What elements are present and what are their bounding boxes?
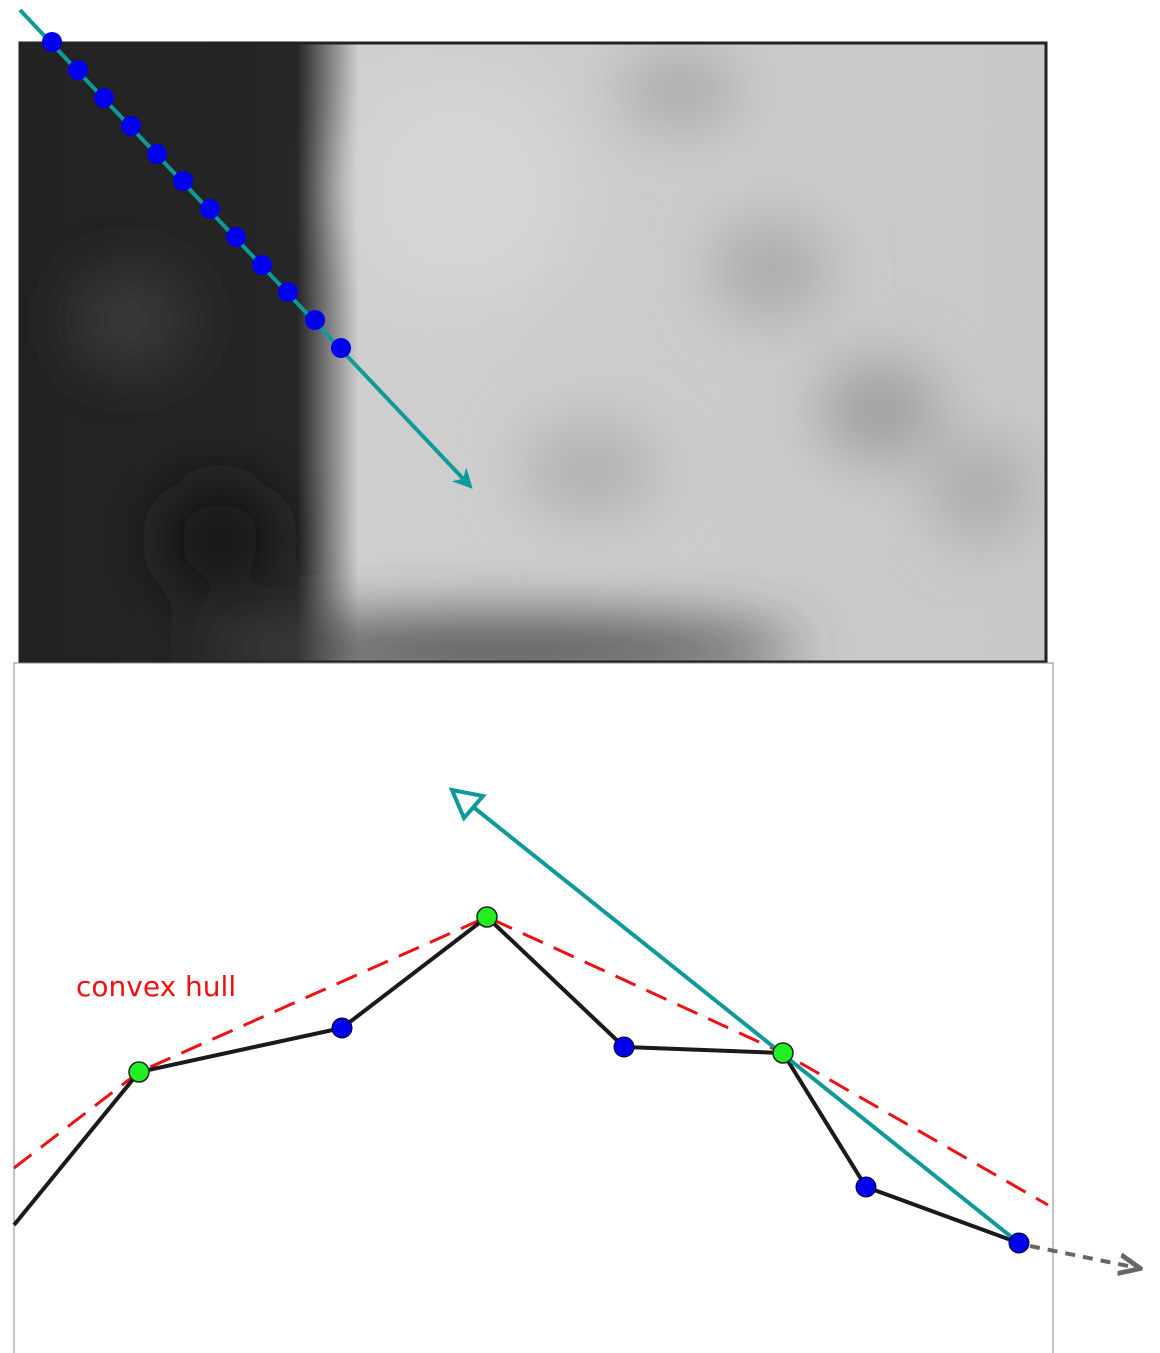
profile-panel — [14, 663, 1053, 1353]
hull-label: convex hull — [76, 970, 236, 1003]
diagram: convex hull — [0, 0, 1160, 1353]
grayscale-image — [20, 43, 1046, 680]
